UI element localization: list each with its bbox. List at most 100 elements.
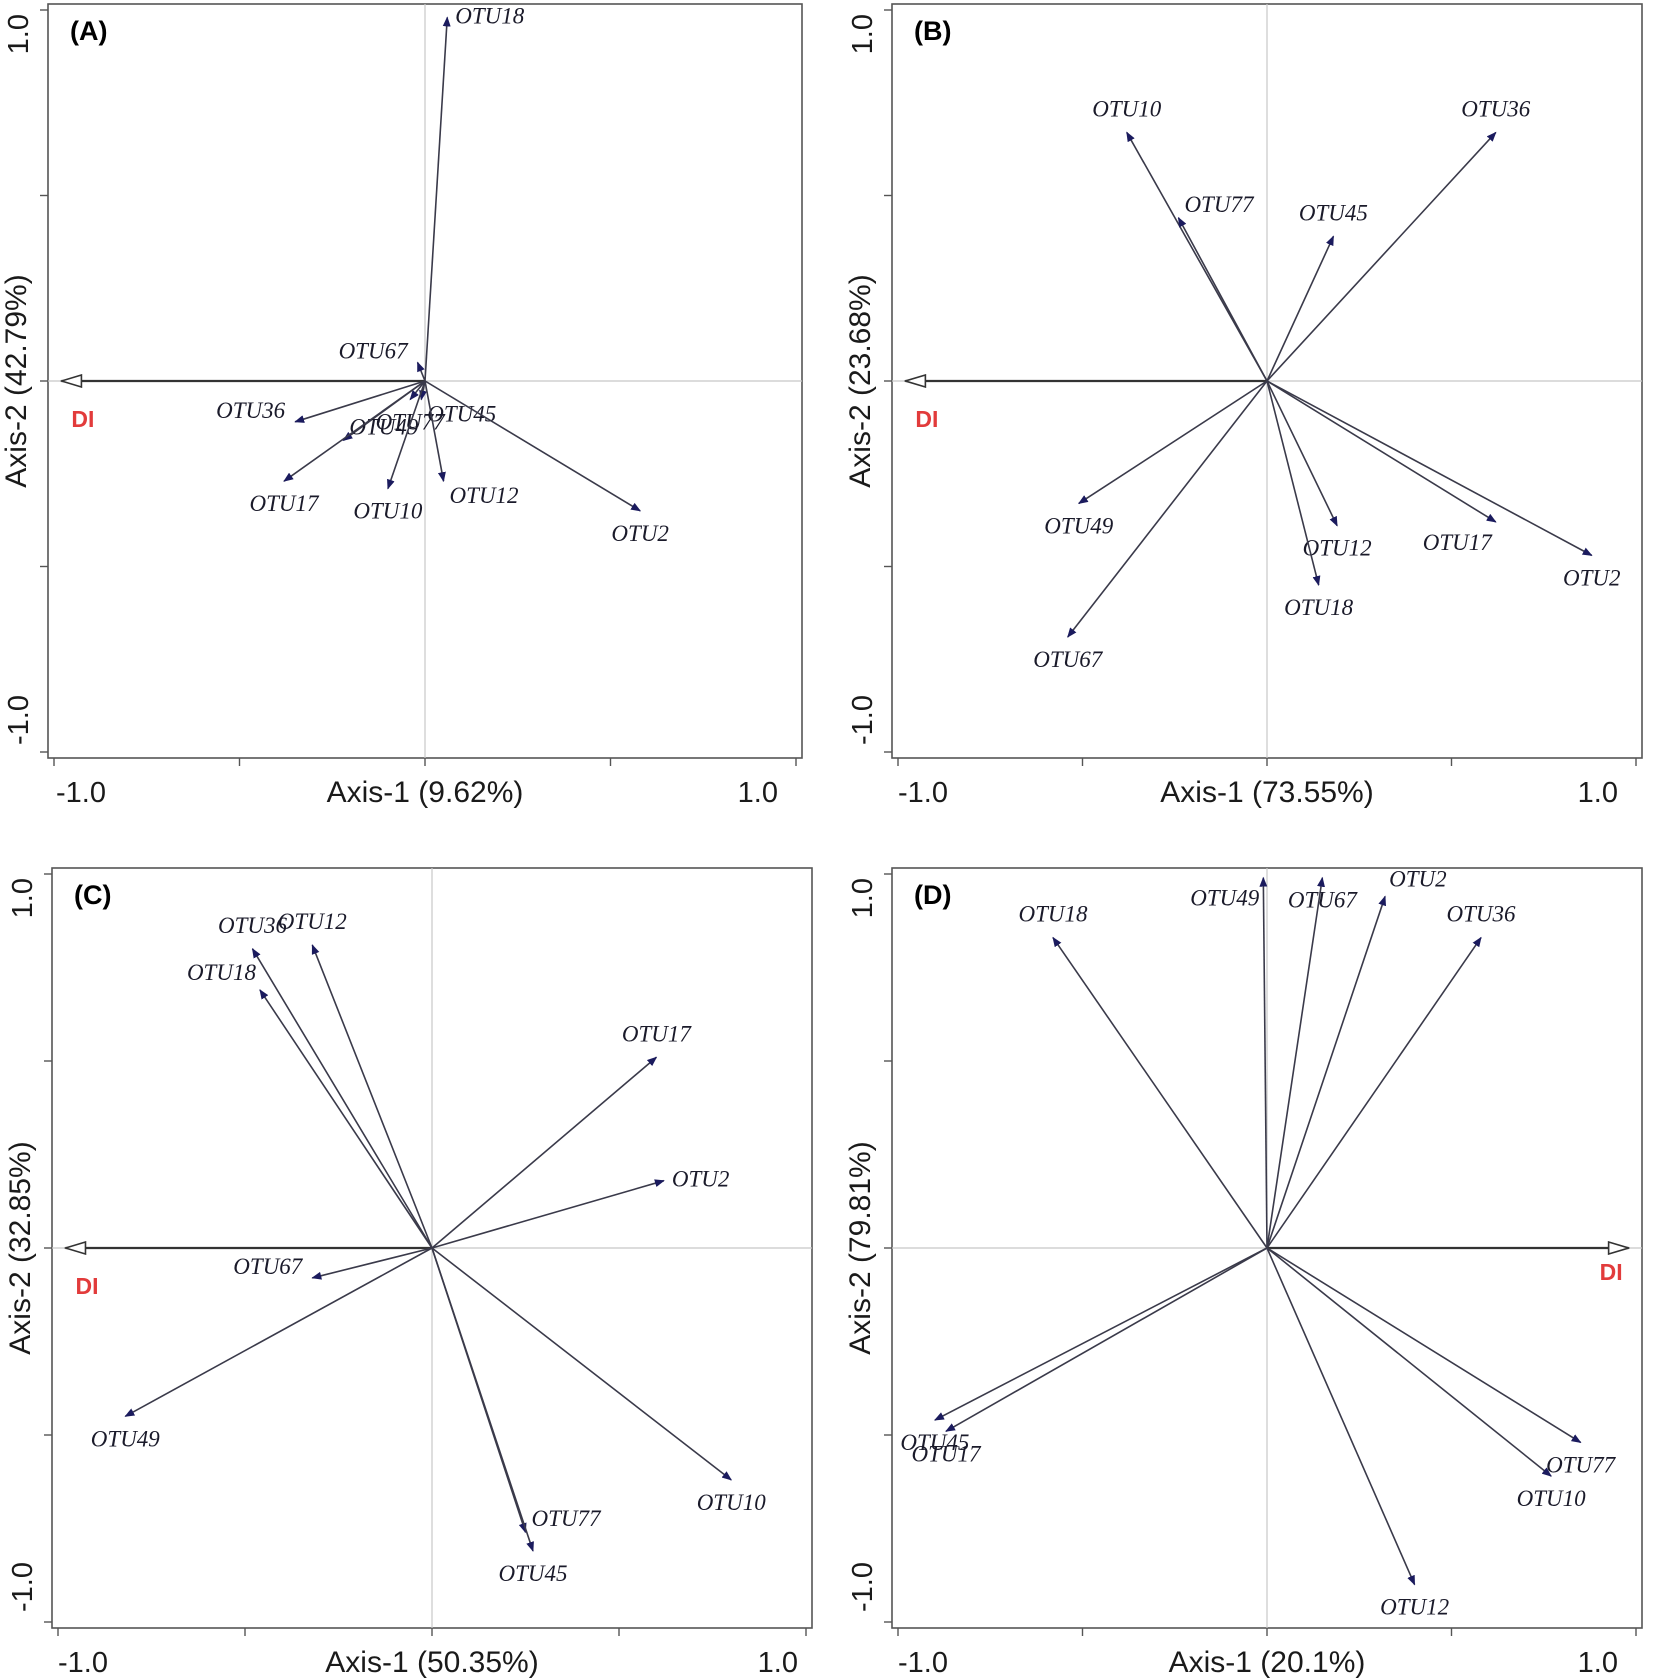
vector-label-otu36: OTU36	[216, 398, 286, 423]
panel-letter: (C)	[74, 880, 111, 910]
y-tick-label-max: 1.0	[847, 878, 879, 918]
x-tick-label-max: 1.0	[1578, 777, 1618, 809]
vector-label-otu2: OTU2	[1389, 866, 1447, 891]
panel-letter: (B)	[914, 16, 951, 46]
vector-label-otu45: OTU45	[1299, 200, 1368, 225]
x-axis-label: Axis-1 (9.62%)	[327, 776, 524, 809]
x-tick-label-max: 1.0	[738, 777, 778, 809]
vector-otu45	[1266, 235, 1335, 382]
vector-otu12	[1266, 380, 1338, 527]
vector-otu18	[1052, 936, 1268, 1249]
vector-label-otu77: OTU77	[1546, 1452, 1617, 1477]
vector-label-otu18: OTU18	[455, 3, 525, 28]
y-tick-label-min: -1.0	[7, 1562, 39, 1612]
vector-otu49	[124, 1247, 433, 1418]
vector-label-otu12: OTU12	[1303, 536, 1372, 561]
vector-label-otu67: OTU67	[1033, 647, 1104, 672]
vector-otu18	[259, 989, 433, 1249]
vector-label-otu77: OTU77	[532, 1506, 603, 1531]
vector-otu49	[1259, 876, 1268, 1249]
vector-otu67	[311, 1247, 433, 1280]
env-label: DI	[71, 406, 94, 432]
vector-label-otu12: OTU12	[278, 909, 347, 934]
vector-otu49	[1077, 380, 1268, 505]
vector-label-otu12: OTU12	[1380, 1595, 1449, 1620]
vector-label-otu45: OTU45	[900, 1430, 969, 1455]
vector-otu45	[431, 1247, 534, 1552]
vector-label-otu17: OTU17	[1423, 530, 1494, 555]
vector-label-otu49: OTU49	[91, 1426, 161, 1451]
y-tick-label-min: -1.0	[847, 1562, 879, 1612]
vector-label-otu10: OTU10	[1517, 1486, 1587, 1511]
panel-0: -1.0 1.0 1.0 -1.0 Axis-1 (9.62%) Axis-2 (42.7…	[0, 3, 803, 809]
vector-otu77	[1177, 216, 1268, 382]
panel-letter: (A)	[70, 16, 107, 46]
x-tick-label-max: 1.0	[1578, 1647, 1618, 1679]
y-axis-label: Axis-2 (23.68%)	[844, 274, 877, 487]
vector-otu67	[416, 361, 426, 382]
vector-otu10	[431, 1247, 732, 1481]
x-axis-label: Axis-1 (50.35%)	[325, 1646, 538, 1679]
vector-label-otu10: OTU10	[1092, 96, 1162, 121]
vector-otu17	[945, 1247, 1268, 1432]
vector-otu2	[424, 380, 642, 512]
vector-otu67	[1266, 876, 1325, 1249]
x-tick-label-min: -1.0	[898, 1647, 948, 1679]
vector-label-otu10: OTU10	[353, 499, 423, 524]
env-label: DI	[75, 1273, 98, 1299]
vector-otu17	[283, 380, 426, 482]
vector-label-otu36: OTU36	[1447, 902, 1517, 927]
panel-letter: (D)	[914, 880, 951, 910]
y-tick-label-max: 1.0	[7, 878, 39, 918]
vector-otu12	[1266, 1247, 1416, 1586]
y-tick-label-max: 1.0	[3, 14, 35, 54]
vector-label-otu36: OTU36	[218, 913, 288, 938]
vector-otu10	[1266, 1247, 1552, 1477]
vector-label-otu45: OTU45	[498, 1561, 567, 1586]
env-label: DI	[915, 406, 938, 432]
vector-label-otu2: OTU2	[611, 521, 669, 546]
vector-otu12	[311, 944, 433, 1249]
vector-label-otu17: OTU17	[250, 491, 321, 516]
y-tick-label-min: -1.0	[3, 695, 35, 745]
vector-label-otu67: OTU67	[339, 338, 410, 363]
panel-3: -1.0 1.0 1.0 -1.0 Axis-1 (20.1%) Axis-2 (79.8…	[844, 866, 1643, 1679]
vector-otu17	[431, 1056, 658, 1249]
env-label: DI	[1600, 1259, 1623, 1285]
vector-otu18	[1266, 380, 1321, 587]
vector-otu12	[424, 380, 446, 483]
x-tick-label-min: -1.0	[58, 1647, 108, 1679]
vector-label-otu10: OTU10	[697, 1490, 767, 1515]
vector-label-otu67: OTU67	[233, 1254, 304, 1279]
panels: -1.0 1.0 1.0 -1.0 Axis-1 (9.62%) Axis-2 (42.7…	[0, 3, 1643, 1679]
vector-label-otu2: OTU2	[1563, 565, 1621, 590]
vector-otu2	[431, 1179, 665, 1249]
x-tick-label-min: -1.0	[56, 777, 106, 809]
vector-otu77	[409, 380, 426, 401]
vector-label-otu36: OTU36	[1461, 96, 1531, 121]
vector-label-otu17: OTU17	[622, 1021, 693, 1046]
panel-1: -1.0 1.0 1.0 -1.0 Axis-1 (73.55%) Axis-2 (23.…	[844, 3, 1643, 809]
x-axis-label: Axis-1 (73.55%)	[1160, 776, 1373, 809]
x-axis-label: Axis-1 (20.1%)	[1169, 1646, 1366, 1679]
y-axis-label: Axis-2 (79.81%)	[844, 1141, 877, 1354]
vector-otu67	[1067, 380, 1268, 638]
vector-label-otu45: OTU45	[427, 402, 496, 427]
vector-otu2	[1266, 895, 1387, 1249]
y-axis-label: Axis-2 (42.79%)	[0, 274, 33, 487]
vector-label-otu18: OTU18	[187, 960, 257, 985]
vector-otu45	[934, 1247, 1268, 1421]
vector-otu36	[251, 947, 433, 1249]
vector-otu36	[1266, 936, 1482, 1249]
panel-2: -1.0 1.0 1.0 -1.0 Axis-1 (50.35%) Axis-2 (32.…	[4, 867, 813, 1679]
vector-label-otu77: OTU77	[1184, 192, 1255, 217]
x-tick-label-min: -1.0	[898, 777, 948, 809]
vector-label-otu17: OTU17	[911, 1441, 982, 1466]
vector-otu18	[424, 16, 451, 382]
vector-label-otu49: OTU49	[1190, 886, 1260, 911]
vector-label-otu2: OTU2	[672, 1167, 730, 1192]
vector-otu36	[294, 380, 426, 423]
vector-label-otu18: OTU18	[1018, 902, 1088, 927]
vector-otu77	[1266, 1247, 1582, 1444]
vector-otu36	[1266, 131, 1497, 382]
